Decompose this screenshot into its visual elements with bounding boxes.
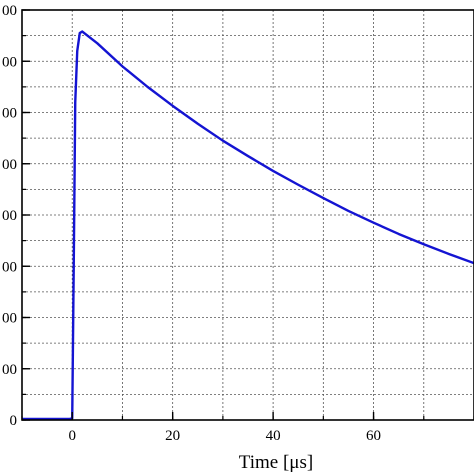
y-tick-label: 00 <box>2 3 17 19</box>
tick-marks <box>22 9 375 421</box>
x-tick-label: 60 <box>366 428 381 444</box>
y-tick-label: 00 <box>2 259 17 275</box>
y-tick-label: 00 <box>2 157 17 173</box>
x-tick-label: 0 <box>68 428 76 444</box>
y-tick-label: 00 <box>2 208 17 224</box>
y-tick-label: 00 <box>2 54 17 70</box>
y-tick-label: 0 <box>10 413 18 429</box>
grid-lines <box>22 10 474 420</box>
y-tick-label: 00 <box>2 106 17 122</box>
y-tick-label: 00 <box>2 362 17 378</box>
series-line <box>22 30 474 421</box>
x-axis-title: Time [μs] <box>239 452 313 473</box>
y-tick-label: 00 <box>2 311 17 327</box>
x-tick-label: 20 <box>165 428 180 444</box>
x-tick-label: 40 <box>266 428 281 444</box>
series-layer <box>22 30 474 421</box>
